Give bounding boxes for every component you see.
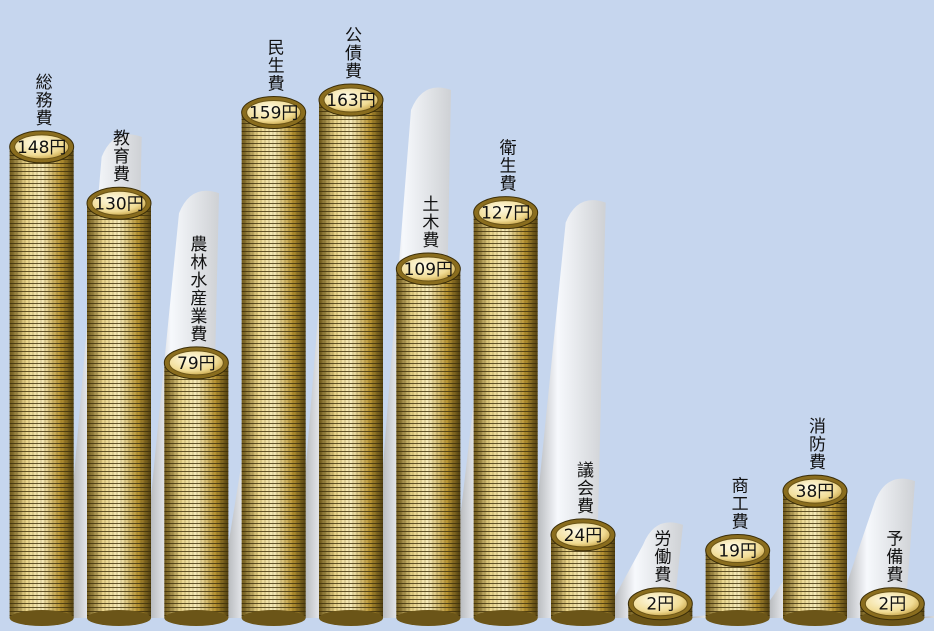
- value-label: 130円: [94, 194, 143, 214]
- value-label: 127円: [481, 204, 530, 224]
- coin-face: [323, 87, 379, 113]
- stack-shadow: [525, 200, 606, 618]
- coin-face: [632, 591, 688, 617]
- value-label: 38円: [796, 482, 835, 502]
- coin-edges: [9, 146, 74, 619]
- category-label: 民生費: [264, 39, 285, 93]
- category-label: 農林水産業費: [186, 235, 207, 343]
- category-label: 衛生費: [496, 139, 516, 193]
- value-label: 148円: [17, 138, 66, 158]
- category-label: 消防費: [805, 417, 826, 471]
- coin-bottom: [87, 610, 151, 626]
- value-label: 79円: [177, 354, 216, 374]
- category-label: 予備費: [882, 530, 903, 584]
- coin-bottom: [551, 610, 615, 626]
- coin-edges: [473, 212, 538, 618]
- coin-face: [787, 478, 843, 504]
- coin-bottom: [319, 610, 383, 626]
- coin-bottom: [705, 610, 770, 626]
- stack-shadow: [835, 478, 915, 618]
- coin-face: [710, 538, 766, 564]
- category-label: 教育費: [109, 129, 130, 183]
- category-label: 土木費: [418, 195, 439, 249]
- coin-face: [91, 190, 147, 216]
- category-label: 議会費: [573, 461, 594, 515]
- value-label: 2円: [878, 595, 906, 615]
- coin-face: [168, 350, 224, 376]
- coin-edges: [319, 100, 383, 618]
- coin-bottom: [473, 610, 538, 626]
- coin-face: [246, 100, 302, 126]
- value-label: 2円: [646, 595, 674, 615]
- category-label: 労働費: [650, 530, 671, 584]
- value-label: 109円: [404, 260, 453, 280]
- coin-edges: [87, 203, 151, 619]
- value-label: 19円: [718, 542, 757, 562]
- stacks: 148円 総務費 130円 教育費 79円 農林水産業費 159円 民生費 163円 公債費 109…: [9, 26, 925, 626]
- coin-face: [478, 200, 534, 226]
- coin-edges: [396, 268, 461, 618]
- coin-bottom: [9, 610, 74, 626]
- coin-edges: [783, 491, 847, 618]
- coin-face: [864, 591, 920, 617]
- coin-face: [400, 256, 456, 282]
- value-label: 24円: [564, 526, 603, 546]
- stack-shadow: [912, 615, 934, 618]
- coin-bottom: [396, 610, 461, 626]
- coin-face: [555, 522, 611, 548]
- coin-edges: [241, 112, 306, 619]
- coin-face: [14, 134, 70, 160]
- coin-bottom: [164, 610, 229, 626]
- category-label: 商工費: [728, 477, 749, 531]
- coin-edges: [164, 362, 229, 618]
- category-label: 総務費: [32, 73, 53, 127]
- value-label: 159円: [249, 104, 298, 124]
- category-label: 公債費: [341, 26, 362, 80]
- coin-bottom: [783, 610, 847, 626]
- coin-bottom: [241, 610, 306, 626]
- value-label: 163円: [326, 91, 375, 111]
